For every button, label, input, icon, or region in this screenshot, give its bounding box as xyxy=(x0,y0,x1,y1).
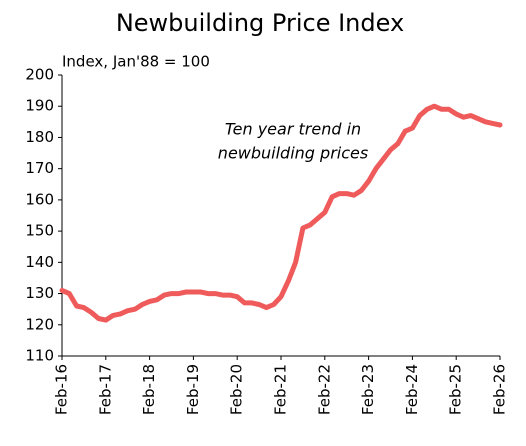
y-tick-label: 110 xyxy=(25,347,54,365)
x-tick-label: Feb-22 xyxy=(315,364,333,415)
x-tick-label: Feb-23 xyxy=(359,364,377,415)
x-tick-label: Feb-16 xyxy=(53,364,71,415)
y-tick-label: 130 xyxy=(25,284,54,302)
subtitle: Index, Jan'88 = 100 xyxy=(62,53,210,71)
y-tick-label: 160 xyxy=(25,190,54,208)
chart-title: Newbuilding Price Index xyxy=(116,9,404,37)
x-tick-label: Feb-25 xyxy=(447,364,465,415)
y-tick-label: 170 xyxy=(25,159,54,177)
y-tick-label: 150 xyxy=(25,222,54,240)
x-tick-label: Feb-24 xyxy=(403,364,421,415)
y-tick-label: 190 xyxy=(25,97,54,115)
x-tick-label: Feb-17 xyxy=(96,364,114,415)
annotation: Ten year trend in xyxy=(225,120,361,139)
x-tick-label: Feb-20 xyxy=(228,364,246,415)
x-tick-label: Feb-19 xyxy=(184,364,202,415)
y-tick-label: 140 xyxy=(25,253,54,271)
y-tick-label: 180 xyxy=(25,128,54,146)
x-tick-label: Feb-21 xyxy=(272,364,290,415)
line-series xyxy=(59,103,503,323)
x-tick-label: Feb-18 xyxy=(140,364,158,415)
y-tick-label: 120 xyxy=(25,315,54,333)
x-tick-label: Feb-26 xyxy=(491,364,509,415)
y-tick-label: 200 xyxy=(25,66,54,84)
annotation: newbuilding prices xyxy=(218,144,368,163)
